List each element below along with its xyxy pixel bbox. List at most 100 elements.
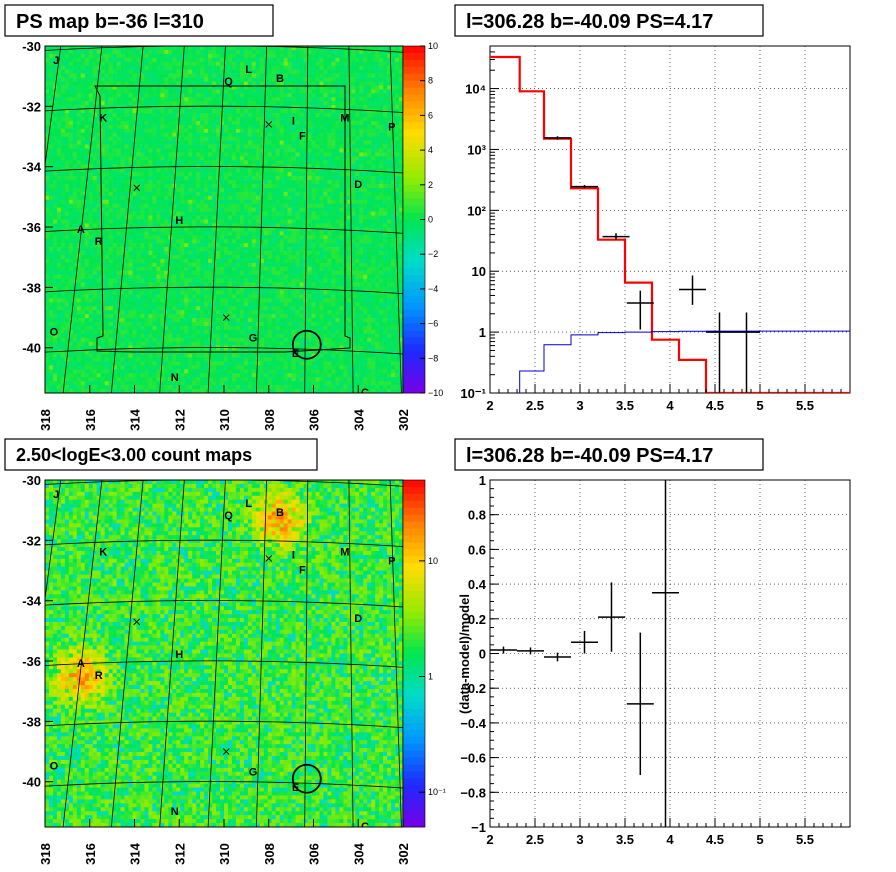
heatmap-cell xyxy=(227,223,233,228)
heatmap-cell xyxy=(363,148,368,153)
heatmap-cell xyxy=(231,77,237,82)
heatmap-cell xyxy=(200,243,205,248)
heatmap-cell xyxy=(160,258,165,264)
heatmap-cell xyxy=(220,116,225,122)
heatmap-cell xyxy=(212,53,217,59)
heatmap-cell xyxy=(247,65,253,70)
heatmap-cell xyxy=(323,176,328,181)
heatmap-cell xyxy=(172,109,177,114)
heatmap-cell xyxy=(216,77,221,82)
heatmap-cell xyxy=(152,247,157,252)
heatmap-cell xyxy=(212,156,217,161)
heatmap-cell xyxy=(319,124,324,130)
heatmap-cell xyxy=(363,124,368,130)
heatmap-cell xyxy=(327,116,332,122)
heatmap-cell xyxy=(275,239,280,244)
heatmap-cell xyxy=(351,243,356,248)
heatmap-cell xyxy=(164,73,169,78)
heatmap-cell xyxy=(132,69,137,74)
heatmap-cell xyxy=(383,93,388,98)
heatmap-cell xyxy=(363,219,368,224)
heatmap-cell xyxy=(263,144,269,149)
heatmap-cell xyxy=(72,195,78,201)
heatmap-cell xyxy=(68,53,74,59)
heatmap-cell xyxy=(351,140,356,145)
heatmap-cell xyxy=(235,97,241,102)
heatmap-cell xyxy=(283,73,288,78)
heatmap-cell xyxy=(108,211,113,216)
heatmap-cell xyxy=(283,124,288,130)
heatmap-cell xyxy=(267,187,273,193)
heatmap-cell xyxy=(247,61,253,67)
heatmap-cell xyxy=(88,251,94,256)
heatmap-cell xyxy=(231,231,237,236)
heatmap-cell xyxy=(363,211,368,216)
heatmap-cell xyxy=(323,235,328,240)
heatmap-cell xyxy=(323,247,328,252)
heatmap-cell xyxy=(184,49,189,55)
heatmap-cell xyxy=(45,113,50,118)
heatmap-cell xyxy=(112,231,117,236)
heatmap-cell xyxy=(148,187,153,193)
heatmap-cell xyxy=(204,128,209,134)
heatmap-cell xyxy=(375,191,380,197)
heatmap-cell xyxy=(243,184,249,189)
heatmap-cell xyxy=(140,109,145,114)
heatmap-cell xyxy=(52,191,58,197)
heatmap-cell xyxy=(367,239,372,244)
heatmap-cell xyxy=(399,223,403,228)
heatmap-cell xyxy=(347,219,352,224)
heatmap-cell xyxy=(335,101,340,106)
heatmap-cell xyxy=(279,113,284,118)
heatmap-cell xyxy=(287,81,292,86)
heatmap-cell xyxy=(359,219,364,224)
heatmap-cell xyxy=(283,93,288,98)
heatmap-cell xyxy=(72,203,78,208)
heatmap-cell xyxy=(156,152,161,157)
heatmap-cell xyxy=(255,65,261,70)
heatmap-cell xyxy=(180,172,185,177)
heatmap-cell xyxy=(259,164,265,169)
heatmap-cell xyxy=(259,116,265,122)
heatmap-cell xyxy=(56,195,62,201)
heatmap-cell xyxy=(291,97,296,102)
heatmap-cell xyxy=(279,239,284,244)
heatmap-cell xyxy=(315,113,320,118)
heatmap-cell xyxy=(283,223,288,228)
heatmap-cell xyxy=(399,136,403,141)
heatmap-cell xyxy=(168,176,173,181)
heatmap-cell xyxy=(56,164,62,169)
heatmap-cell xyxy=(184,152,189,157)
heatmap-cell xyxy=(152,152,157,157)
heatmap-cell xyxy=(331,101,336,106)
heatmap-cell xyxy=(275,124,280,130)
heatmap-cell xyxy=(216,144,221,149)
heatmap-cell xyxy=(227,105,233,110)
heatmap-cell xyxy=(379,235,384,240)
heatmap-cell xyxy=(76,128,82,134)
heatmap-cell xyxy=(363,136,368,141)
heatmap-cell xyxy=(351,203,356,208)
heatmap-cell xyxy=(299,124,304,130)
heatmap-cell xyxy=(104,215,109,220)
heatmap-cell xyxy=(68,187,74,193)
heatmap-cell xyxy=(184,124,189,130)
heatmap-cell xyxy=(347,144,352,149)
heatmap-cell xyxy=(168,120,173,126)
heatmap-cell xyxy=(359,46,364,51)
heatmap-cell xyxy=(359,120,364,126)
heatmap-cell xyxy=(112,69,117,74)
heatmap-cell xyxy=(311,227,316,232)
heatmap-cell xyxy=(152,128,157,134)
heatmap-cell xyxy=(60,49,66,55)
heatmap-cell xyxy=(196,46,201,51)
heatmap-cell xyxy=(291,113,296,118)
heatmap-cell xyxy=(283,243,288,248)
heatmap-cell xyxy=(92,85,98,90)
heatmap-cell xyxy=(359,211,364,216)
heatmap-cell xyxy=(363,215,368,220)
heatmap-cell xyxy=(231,160,237,165)
heatmap-cell xyxy=(192,136,197,141)
heatmap-cell xyxy=(267,227,273,232)
heatmap-cell xyxy=(247,113,253,118)
